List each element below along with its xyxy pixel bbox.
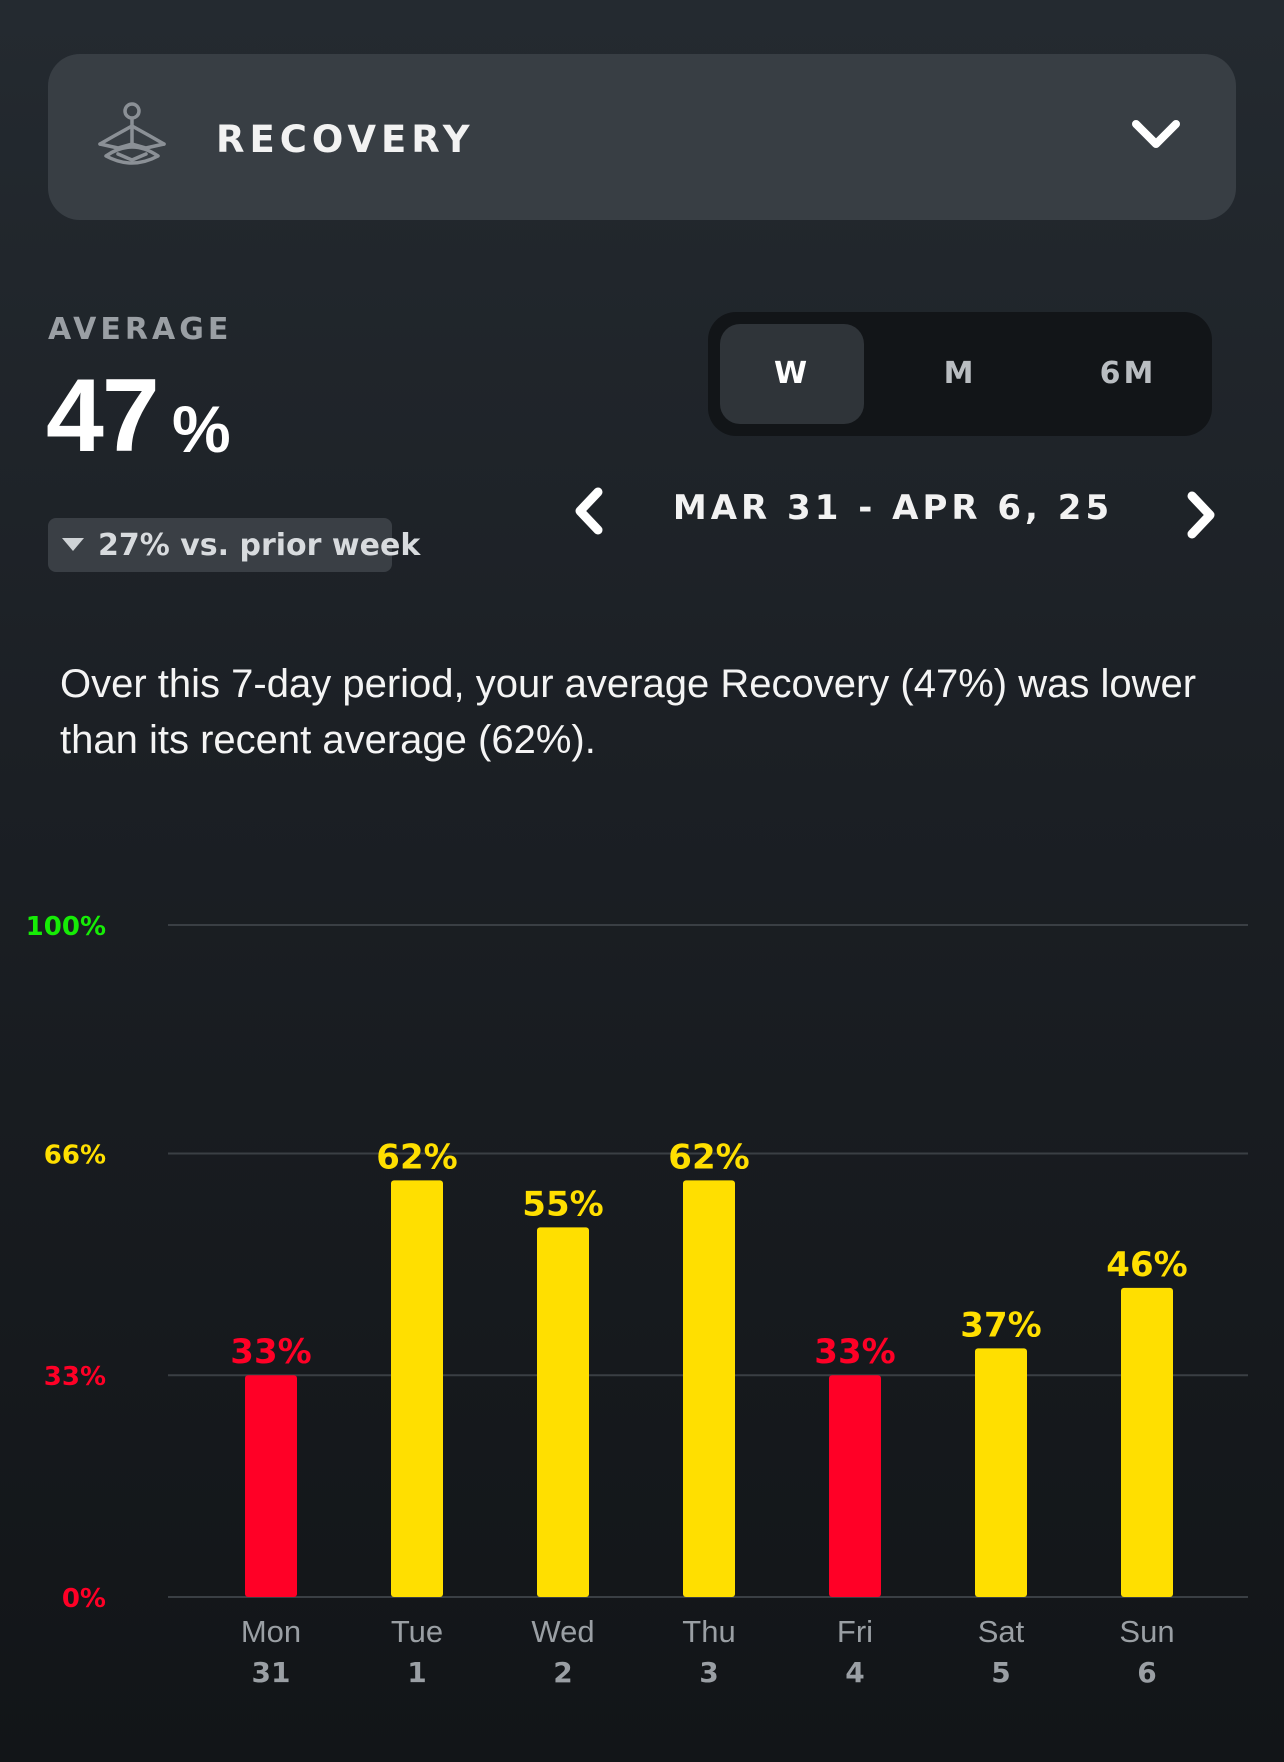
y-tick-label: 0% <box>62 1584 106 1614</box>
x-tick-day: Wed <box>531 1614 594 1649</box>
x-tick-day: Tue <box>391 1614 443 1649</box>
bar <box>1121 1287 1173 1597</box>
x-tick-date: 2 <box>553 1656 572 1689</box>
y-tick-label: 100% <box>26 912 106 942</box>
bar <box>683 1180 735 1597</box>
x-tick-date: 31 <box>252 1656 291 1689</box>
period-option-week[interactable]: W <box>720 324 864 424</box>
meditation-icon <box>98 102 166 165</box>
x-tick-day: Mon <box>241 1614 301 1649</box>
trend-badge: 27% vs. prior week <box>48 518 420 572</box>
date-range: MAR 31 - APR 6, 25 <box>672 488 1114 528</box>
bar-value-label: 62% <box>668 1137 749 1177</box>
average-label: AVERAGE <box>48 312 233 347</box>
period-option-6-months[interactable]: 6M <box>1099 356 1157 391</box>
recovery-bar-chart: 0% 33% 66% 100% 33% Mon 31 62% Tue 1 55% Wed 2 62% Thu… <box>26 912 1248 1689</box>
bar-value-label: 33% <box>230 1332 311 1372</box>
bar <box>391 1180 443 1597</box>
x-tick-day: Thu <box>682 1614 735 1649</box>
bar-value-label: 37% <box>960 1305 1041 1345</box>
x-tick-date: 1 <box>407 1656 426 1689</box>
period-selector: W M 6M <box>708 312 1212 436</box>
bar-value-label: 62% <box>376 1137 457 1177</box>
period-option-month[interactable]: M <box>943 356 977 391</box>
x-tick-date: 3 <box>699 1656 718 1689</box>
metric-selector[interactable]: RECOVERY <box>48 54 1236 220</box>
bar-value-label: 55% <box>522 1184 603 1224</box>
x-tick-day: Sat <box>978 1614 1025 1649</box>
average-unit: % <box>172 392 231 466</box>
bar <box>537 1227 589 1597</box>
chevron-left-icon[interactable] <box>566 484 612 538</box>
x-tick-date: 6 <box>1137 1656 1156 1689</box>
y-tick-label: 33% <box>44 1362 106 1392</box>
x-tick-day: Sun <box>1119 1614 1174 1649</box>
triangle-down-icon <box>62 538 84 551</box>
average-value: 47 <box>46 358 160 474</box>
bar-value-label: 33% <box>814 1332 895 1372</box>
bar <box>829 1375 881 1597</box>
x-tick-date: 5 <box>991 1656 1010 1689</box>
chevron-down-icon[interactable] <box>1128 114 1184 156</box>
bar <box>975 1348 1027 1597</box>
chevron-right-icon[interactable] <box>1178 488 1224 542</box>
y-tick-label: 66% <box>44 1140 106 1170</box>
metric-title: RECOVERY <box>216 118 475 161</box>
trend-text: 27% vs. prior week <box>98 528 421 563</box>
x-tick-day: Fri <box>837 1614 873 1649</box>
x-tick-date: 4 <box>845 1656 864 1689</box>
bar-value-label: 46% <box>1106 1245 1187 1285</box>
summary-text: Over this 7-day period, your average Rec… <box>60 662 1197 762</box>
bar <box>245 1375 297 1597</box>
